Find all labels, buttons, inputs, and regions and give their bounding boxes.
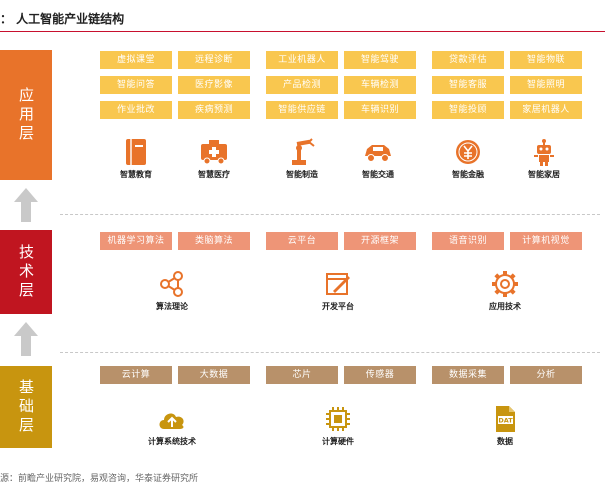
category-smart-manufacturing: 智能制造 [262,138,342,180]
category-smart-medical: 智慧医疗 [174,138,254,180]
icon-label: 应用技术 [489,302,521,311]
tag-foundation: 传感器 [344,366,416,384]
book-icon [126,139,146,165]
tag-application: 产品检测 [266,76,338,94]
category-computing-hardware: 计算硬件 [298,405,378,447]
icon-label: 算法理论 [156,302,188,311]
car-icon [365,145,391,162]
icon-label: 智能制造 [286,170,318,179]
robot-arm-icon [292,138,315,165]
tag-application: 疾病预测 [178,101,250,119]
icon-label: 智能交通 [362,170,394,179]
layer-technology: 技术层 [0,230,52,314]
tag-application: 车辆检测 [344,76,416,94]
icon-label: 数据 [497,437,513,446]
category-data: DAT 数据 [465,405,545,447]
category-smart-finance: 智能金融 [428,138,508,180]
category-smart-transport: 智能交通 [338,138,418,180]
category-smart-home: 智能家居 [504,138,584,180]
icon-label: 智慧医疗 [198,170,230,179]
source-note: 源：前瞻产业研究院，易观咨询，华泰证券研究所 [0,474,199,484]
tag-technology: 云平台 [266,232,338,250]
tag-application: 智能客服 [432,76,504,94]
tag-application: 智能供应链 [266,101,338,119]
layer-application: 应用层 [0,50,52,180]
ambulance-icon [201,140,227,165]
category-smart-education: 智慧教育 [96,138,176,180]
tag-application: 家居机器人 [510,101,582,119]
tag-foundation: 芯片 [266,366,338,384]
icon-label: 计算硬件 [322,437,354,446]
tag-application: 医疗影像 [178,76,250,94]
chip-icon [326,407,350,431]
tag-application: 远程诊断 [178,51,250,69]
tag-application: 作业批改 [100,101,172,119]
tag-application: 工业机器人 [266,51,338,69]
tag-application: 贷款评估 [432,51,504,69]
tag-foundation: 云计算 [100,366,172,384]
tag-application: 智能物联 [510,51,582,69]
tag-technology: 语音识别 [432,232,504,250]
icon-label: 智能金融 [452,170,484,179]
up-arrow-icon [14,188,38,222]
tag-application: 智能问答 [100,76,172,94]
network-nodes-icon [160,271,183,297]
up-arrow-icon [14,322,38,356]
category-dev-platform: 开发平台 [298,270,378,312]
category-algorithm-theory: 算法理论 [132,270,212,312]
icon-label: 智慧教育 [120,170,152,179]
dat-label: DAT [498,417,513,425]
tag-technology: 开源框架 [344,232,416,250]
layer-foundation: 基础层 [0,366,52,448]
tag-foundation: 大数据 [178,366,250,384]
tag-technology: 机器学习算法 [100,232,172,250]
data-file-icon: DAT [496,406,515,432]
category-computing-systems: 计算系统技术 [132,405,212,447]
title-underline [0,31,605,32]
category-applied-tech: 应用技术 [465,270,545,312]
tag-foundation: 分析 [510,366,582,384]
edit-window-icon [326,273,350,295]
icon-label: 计算系统技术 [148,437,196,446]
tag-technology: 计算机视觉 [510,232,582,250]
section-divider [60,352,600,353]
tag-application: 虚拟课堂 [100,51,172,69]
robot-icon [534,139,554,166]
tag-technology: 类脑算法 [178,232,250,250]
icon-label: 开发平台 [322,302,354,311]
cloud-upload-icon [159,413,184,429]
tag-application: 智能驾驶 [344,51,416,69]
gear-icon [492,271,518,297]
section-divider [60,214,600,215]
icon-label: 智能家居 [528,170,560,179]
yuan-coin-icon [456,140,480,164]
tag-application: 车辆识别 [344,101,416,119]
tag-foundation: 数据采集 [432,366,504,384]
tag-application: 智能投顾 [432,101,504,119]
tag-application: 智能照明 [510,76,582,94]
diagram-title: ： 人工智能产业链结构 [0,12,125,26]
